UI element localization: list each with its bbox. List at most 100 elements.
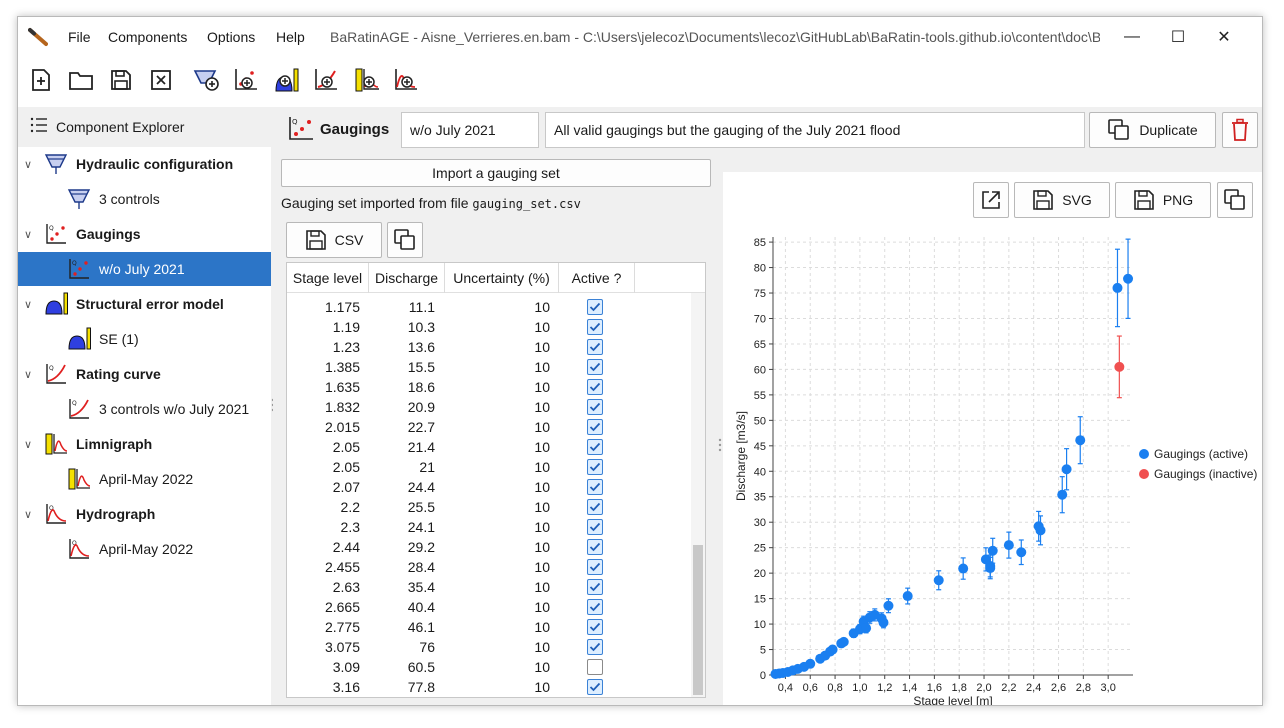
table-row[interactable]: 2.05 21.4 10 [287, 437, 692, 457]
table-row[interactable]: 2.775 46.1 10 [287, 617, 692, 637]
active-checkbox[interactable] [587, 519, 603, 535]
discharge-cell[interactable]: 35.4 [407, 579, 435, 595]
table-row[interactable]: 2.665 40.4 10 [287, 597, 692, 617]
discharge-cell[interactable]: 22.7 [407, 419, 435, 435]
active-checkbox[interactable] [587, 619, 603, 635]
stage-level-cell[interactable]: 1.175 [324, 299, 360, 315]
active-checkbox[interactable] [587, 499, 603, 515]
stage-level-cell[interactable]: 2.63 [332, 579, 360, 595]
expand-chevron-icon[interactable]: ∨ [24, 158, 33, 171]
uncertainty-cell[interactable]: 10 [534, 559, 550, 575]
tree-item-6[interactable]: ∨ Q Rating curve [18, 357, 271, 391]
table-row[interactable]: 2.07 24.4 10 [287, 477, 692, 497]
tree-item-4[interactable]: ∨ Structural error model [18, 287, 271, 321]
expand-chevron-icon[interactable]: ∨ [24, 438, 33, 451]
table-scrollbar[interactable] [691, 293, 705, 697]
export-svg-button[interactable]: SVG [1014, 182, 1110, 218]
copy-plot-button[interactable] [1217, 182, 1253, 218]
table-row[interactable]: 2.05 21 10 [287, 457, 692, 477]
stage-level-cell[interactable]: 1.23 [332, 339, 360, 355]
discharge-cell[interactable]: 18.6 [407, 379, 435, 395]
stage-level-cell[interactable]: 1.385 [324, 359, 360, 375]
tree-item-5[interactable]: SE (1) [18, 322, 271, 356]
copy-table-button[interactable] [387, 222, 423, 258]
active-checkbox[interactable] [587, 399, 603, 415]
stage-level-cell[interactable]: 2.05 [332, 459, 360, 475]
discharge-cell[interactable]: 76 [419, 639, 435, 655]
table-row[interactable]: 2.455 28.4 10 [287, 557, 692, 577]
uncertainty-cell[interactable]: 10 [534, 579, 550, 595]
active-checkbox[interactable] [587, 599, 603, 615]
expand-chevron-icon[interactable]: ∨ [24, 368, 33, 381]
stage-level-cell[interactable]: 2.665 [324, 599, 360, 615]
add-rating-curve-button[interactable] [310, 65, 344, 95]
uncertainty-cell[interactable]: 10 [534, 339, 550, 355]
import-gauging-set-button[interactable]: Import a gauging set [281, 159, 711, 187]
delete-button[interactable] [1222, 112, 1258, 148]
duplicate-button[interactable]: Duplicate [1089, 112, 1216, 148]
new-file-button[interactable] [24, 65, 58, 95]
active-checkbox[interactable] [587, 339, 603, 355]
table-row[interactable]: 2.63 35.4 10 [287, 577, 692, 597]
discharge-cell[interactable]: 10.3 [407, 319, 435, 335]
table-row[interactable]: 1.19 10.3 10 [287, 317, 692, 337]
active-checkbox[interactable] [587, 659, 603, 675]
table-row[interactable]: 3.075 76 10 [287, 637, 692, 657]
active-checkbox[interactable] [587, 459, 603, 475]
maximize-button[interactable]: ☐ [1155, 17, 1201, 57]
stage-level-cell[interactable]: 3.09 [332, 659, 360, 675]
stage-level-cell[interactable]: 2.2 [340, 499, 360, 515]
active-checkbox[interactable] [587, 379, 603, 395]
tree-item-7[interactable]: Q 3 controls w/o July 2021 [18, 392, 271, 426]
add-gaugings-button[interactable] [230, 65, 264, 95]
discharge-cell[interactable]: 24.4 [407, 479, 435, 495]
active-checkbox[interactable] [587, 479, 603, 495]
uncertainty-cell[interactable]: 10 [534, 499, 550, 515]
stage-level-cell[interactable]: 2.455 [324, 559, 360, 575]
stage-level-cell[interactable]: 1.635 [324, 379, 360, 395]
stage-level-cell[interactable]: 1.832 [324, 399, 360, 415]
table-row[interactable]: 1.385 15.5 10 [287, 357, 692, 377]
open-folder-button[interactable] [64, 65, 98, 95]
table-row[interactable]: 1.635 18.6 10 [287, 377, 692, 397]
tree-item-2[interactable]: ∨ Q Gaugings [18, 217, 271, 251]
uncertainty-cell[interactable]: 10 [534, 459, 550, 475]
stage-level-cell[interactable]: 2.07 [332, 479, 360, 495]
stage-level-cell[interactable]: 2.775 [324, 619, 360, 635]
uncertainty-cell[interactable]: 10 [534, 359, 550, 375]
uncertainty-cell[interactable]: 10 [534, 439, 550, 455]
tree-item-1[interactable]: 3 controls [18, 182, 271, 216]
uncertainty-cell[interactable]: 10 [534, 319, 550, 335]
table-row[interactable]: 3.16 77.8 10 [287, 677, 692, 697]
active-checkbox[interactable] [587, 419, 603, 435]
discharge-cell[interactable]: 60.5 [407, 659, 435, 675]
minimize-button[interactable]: — [1109, 17, 1155, 57]
active-checkbox[interactable] [587, 639, 603, 655]
active-checkbox[interactable] [587, 439, 603, 455]
uncertainty-cell[interactable]: 10 [534, 519, 550, 535]
discharge-cell[interactable]: 21.4 [407, 439, 435, 455]
menu-components[interactable]: Components [108, 29, 188, 45]
table-row[interactable]: 1.23 13.6 10 [287, 337, 692, 357]
table-row[interactable]: 2.2 25.5 10 [287, 497, 692, 517]
gauging-set-name-input[interactable]: w/o July 2021 [401, 112, 539, 148]
add-hydrograph-button[interactable] [390, 65, 424, 95]
column-uncertainty[interactable]: Uncertainty (%) [445, 263, 559, 293]
stage-level-cell[interactable]: 2.05 [332, 439, 360, 455]
tree-item-0[interactable]: ∨ Hydraulic configuration [18, 147, 271, 181]
gauging-set-description-input[interactable]: All valid gaugings but the gauging of th… [545, 112, 1085, 148]
uncertainty-cell[interactable]: 10 [534, 299, 550, 315]
active-checkbox[interactable] [587, 679, 603, 695]
discharge-cell[interactable]: 24.1 [407, 519, 435, 535]
uncertainty-cell[interactable]: 10 [534, 539, 550, 555]
stage-level-cell[interactable]: 3.075 [324, 639, 360, 655]
save-button[interactable] [104, 65, 138, 95]
stage-level-cell[interactable]: 2.44 [332, 539, 360, 555]
active-checkbox[interactable] [587, 319, 603, 335]
add-structural-error-button[interactable] [270, 65, 304, 95]
menu-options[interactable]: Options [207, 29, 256, 45]
column-stage-level[interactable]: Stage level [287, 263, 369, 293]
tree-item-9[interactable]: April-May 2022 [18, 462, 271, 496]
close-file-button[interactable] [144, 65, 178, 95]
